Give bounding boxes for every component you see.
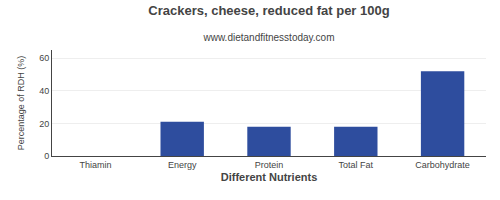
svg-text:0: 0: [44, 151, 49, 161]
svg-text:Thiamin: Thiamin: [79, 160, 111, 170]
svg-text:www.dietandfitnesstoday.com: www.dietandfitnesstoday.com: [203, 32, 335, 43]
svg-text:Carbohydrate: Carbohydrate: [415, 160, 470, 170]
svg-text:40: 40: [39, 86, 49, 96]
svg-text:Crackers, cheese, reduced fat: Crackers, cheese, reduced fat per 100g: [148, 3, 389, 18]
svg-text:Protein: Protein: [255, 160, 284, 170]
svg-text:20: 20: [39, 119, 49, 129]
svg-text:Energy: Energy: [168, 160, 197, 170]
svg-text:Percentage of RDH (%): Percentage of RDH (%): [16, 56, 26, 151]
svg-text:Total Fat: Total Fat: [339, 160, 374, 170]
svg-text:Different Nutrients: Different Nutrients: [221, 171, 318, 183]
svg-text:60: 60: [39, 53, 49, 63]
